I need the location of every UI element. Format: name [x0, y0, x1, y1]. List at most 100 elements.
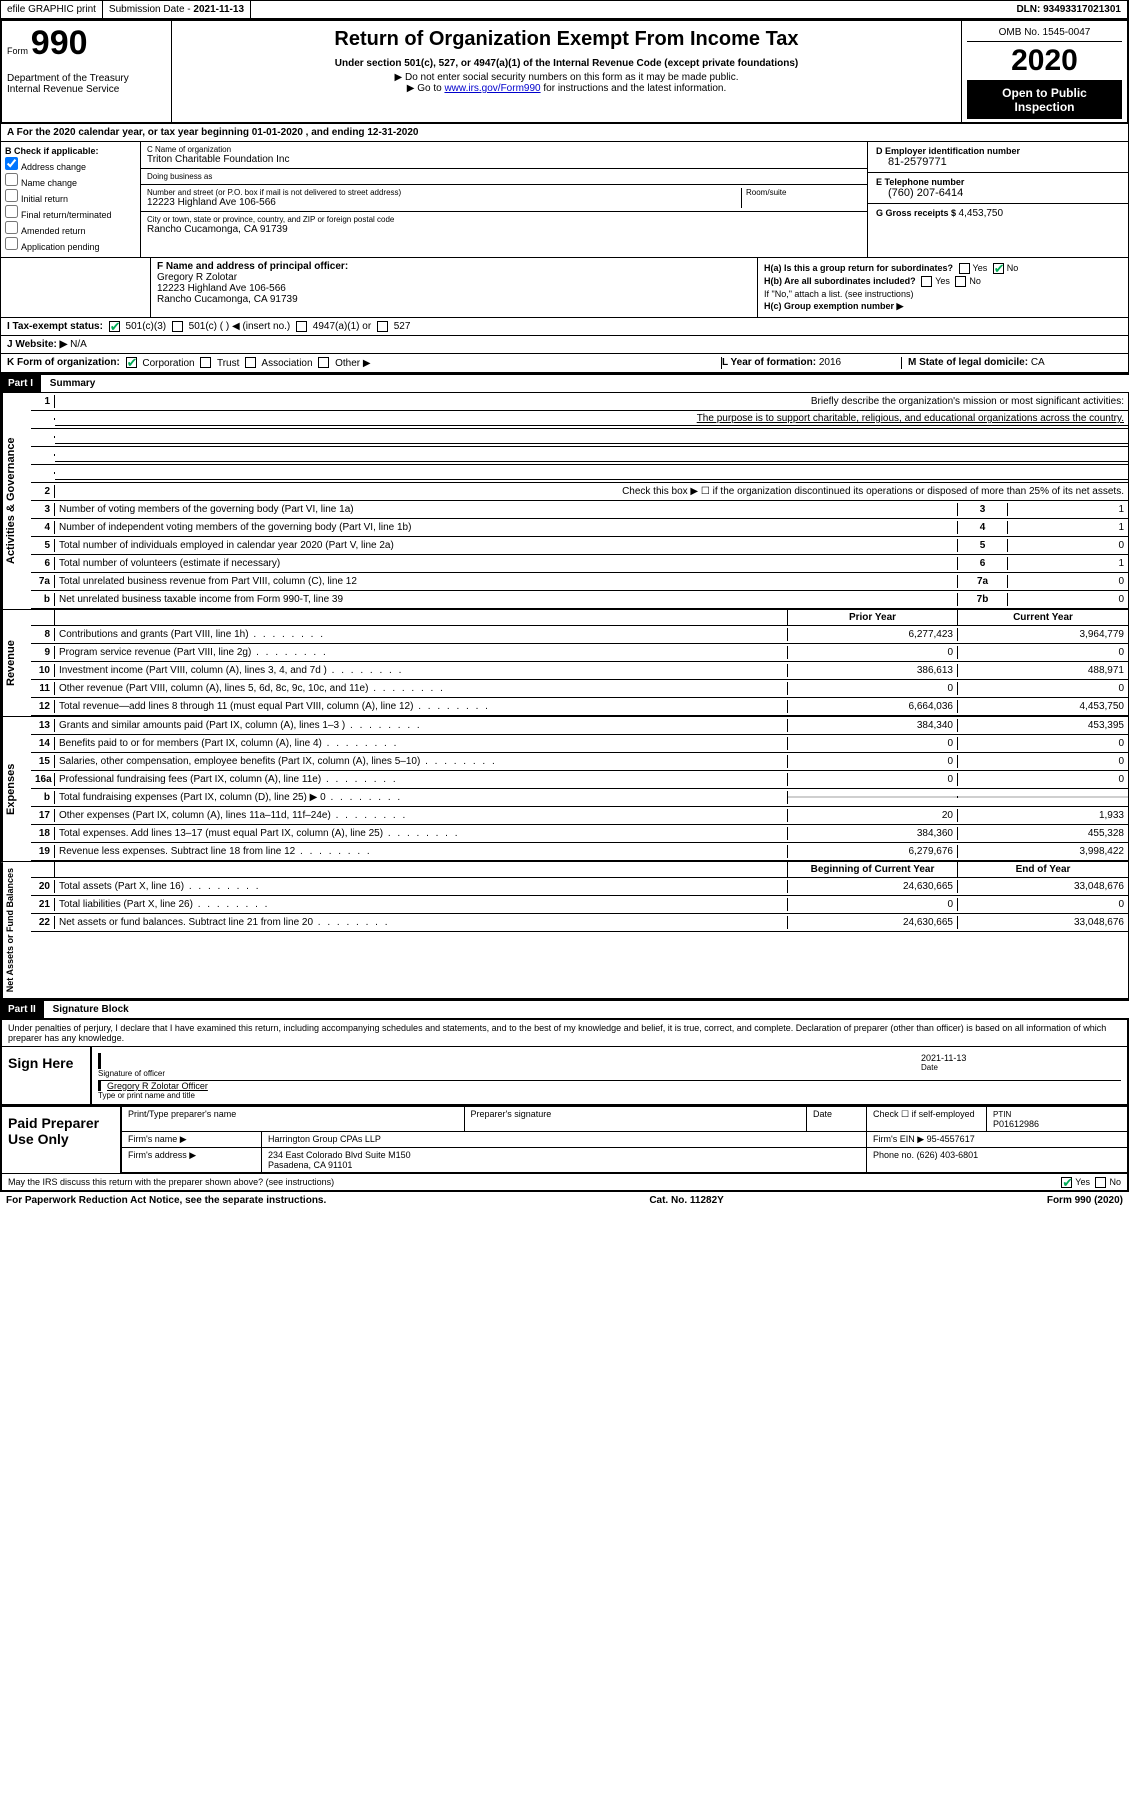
hdr-end-year: End of Year: [958, 862, 1128, 877]
footer-right: Form 990 (2020): [1047, 1195, 1123, 1206]
col-b-label: B Check if applicable:: [5, 146, 136, 156]
officer-addr1: 12223 Highland Ave 106-566: [157, 283, 751, 294]
dba-label: Doing business as: [147, 172, 861, 181]
tax-year: 2020: [967, 42, 1122, 81]
line-16a: 16aProfessional fundraising fees (Part I…: [31, 771, 1128, 789]
side-net: Net Assets or Fund Balances: [1, 862, 31, 998]
line-17: 17Other expenses (Part IX, column (A), l…: [31, 807, 1128, 825]
col-c-identity: C Name of organization Triton Charitable…: [141, 142, 868, 257]
line-15: 15Salaries, other compensation, employee…: [31, 753, 1128, 771]
instructions-link[interactable]: www.irs.gov/Form990: [444, 83, 540, 94]
signature-label: Signature of officer: [98, 1069, 921, 1078]
firm-ein: 95-4557617: [927, 1134, 975, 1144]
line-10: 10Investment income (Part VIII, column (…: [31, 662, 1128, 680]
gross-value: 4,453,750: [959, 208, 1004, 219]
city-value: Rancho Cucamonga, CA 91739: [147, 224, 861, 235]
gov-line-5: Total number of individuals employed in …: [55, 539, 958, 552]
officer-print-name: Gregory R Zolotar Officer: [107, 1081, 208, 1091]
gov-line-4: Number of independent voting members of …: [55, 521, 958, 534]
footer-mid: Cat. No. 11282Y: [649, 1195, 723, 1206]
section-net-assets: Net Assets or Fund Balances Beginning of…: [0, 862, 1129, 999]
tel-label: E Telephone number: [876, 177, 1120, 187]
ptin-value: P01612986: [993, 1119, 1039, 1129]
colb-opt-5[interactable]: Application pending: [5, 237, 136, 252]
rowk-opt-2[interactable]: [245, 357, 256, 368]
form-label: Form: [7, 46, 28, 56]
part-2-header: Part II Signature Block: [0, 999, 1129, 1018]
line-b: bTotal fundraising expenses (Part IX, co…: [31, 789, 1128, 807]
firm-addr1: 234 East Colorado Blvd Suite M150: [268, 1150, 860, 1160]
gross-label: G Gross receipts $: [876, 208, 959, 218]
rowk-opt-0[interactable]: [126, 357, 137, 368]
line-19: 19Revenue less expenses. Subtract line 1…: [31, 843, 1128, 861]
dln-cell: DLN: 93493317021301: [1010, 1, 1128, 18]
gov-line-b: Net unrelated business taxable income fr…: [55, 593, 958, 606]
colb-opt-4[interactable]: Amended return: [5, 221, 136, 236]
gov-line-7a: Total unrelated business revenue from Pa…: [55, 575, 958, 588]
firm-name: Harrington Group CPAs LLP: [262, 1132, 867, 1147]
subtitle-2: ▶ Do not enter social security numbers o…: [177, 72, 956, 83]
line-13: 13Grants and similar amounts paid (Part …: [31, 717, 1128, 735]
signature-block: Under penalties of perjury, I declare th…: [0, 1018, 1129, 1192]
gov-line-6: Total number of volunteers (estimate if …: [55, 557, 958, 570]
colb-opt-2[interactable]: Initial return: [5, 189, 136, 204]
rowi-opt-2[interactable]: [296, 321, 307, 332]
line-21: 21Total liabilities (Part X, line 26)00: [31, 896, 1128, 914]
colb-opt-0[interactable]: Address change: [5, 157, 136, 172]
perjury-statement: Under penalties of perjury, I declare th…: [2, 1020, 1127, 1047]
prep-sig-hdr: Preparer's signature: [465, 1107, 808, 1131]
section-expenses: Expenses 13Grants and similar amounts pa…: [0, 717, 1129, 862]
side-expenses: Expenses: [1, 717, 31, 861]
org-name-label: C Name of organization: [147, 145, 861, 154]
discuss-row: May the IRS discuss this return with the…: [2, 1173, 1127, 1190]
rowi-opt-1[interactable]: [172, 321, 183, 332]
line-11: 11Other revenue (Part VIII, column (A), …: [31, 680, 1128, 698]
rowi-opt-3[interactable]: [377, 321, 388, 332]
side-revenue: Revenue: [1, 610, 31, 716]
rowk-opt-1[interactable]: [200, 357, 211, 368]
row-i-tax-status: I Tax-exempt status: 501(c)(3) 501(c) ( …: [0, 318, 1129, 336]
tel-value: (760) 207-6414: [876, 187, 1120, 199]
omb-number: OMB No. 1545-0047: [967, 24, 1122, 42]
form-header: Form 990 Department of the Treasury Inte…: [0, 19, 1129, 124]
prep-name-hdr: Print/Type preparer's name: [122, 1107, 465, 1131]
line-8: 8Contributions and grants (Part VIII, li…: [31, 626, 1128, 644]
city-label: City or town, state or province, country…: [147, 215, 861, 224]
open-inspection: Open to Public Inspection: [967, 81, 1122, 119]
side-governance: Activities & Governance: [1, 393, 31, 609]
discuss-yes-checkbox[interactable]: [1061, 1177, 1072, 1188]
footer-left: For Paperwork Reduction Act Notice, see …: [6, 1195, 326, 1206]
page-footer: For Paperwork Reduction Act Notice, see …: [0, 1192, 1129, 1209]
hb-no-checkbox[interactable]: [955, 276, 966, 287]
discuss-no-checkbox[interactable]: [1095, 1177, 1106, 1188]
row-j-website: J Website: ▶ N/A: [0, 336, 1129, 354]
sig-date: 2021-11-13: [921, 1053, 1121, 1063]
rowk-opt-3[interactable]: [318, 357, 329, 368]
subtitle-1: Under section 501(c), 527, or 4947(a)(1)…: [177, 58, 956, 69]
colb-opt-1[interactable]: Name change: [5, 173, 136, 188]
col-d-contact: D Employer identification number 81-2579…: [868, 142, 1128, 257]
gov-line-2: Check this box ▶ ☐ if the organization d…: [55, 485, 1128, 498]
gov-line-3: Number of voting members of the governin…: [55, 503, 958, 516]
ein-label: D Employer identification number: [876, 146, 1120, 156]
line-12: 12Total revenue—add lines 8 through 11 (…: [31, 698, 1128, 716]
firm-phone: (626) 403-6801: [917, 1150, 979, 1160]
form-number: 990: [31, 24, 88, 62]
ha-yes-checkbox[interactable]: [959, 263, 970, 274]
col-b-checkboxes: B Check if applicable: Address changeNam…: [1, 142, 141, 257]
submission-cell: Submission Date - 2021-11-13: [103, 1, 251, 18]
room-label: Room/suite: [746, 188, 861, 197]
ha-no-checkbox[interactable]: [993, 263, 1004, 274]
colb-opt-3[interactable]: Final return/terminated: [5, 205, 136, 220]
row-k-org-form: K Form of organization: Corporation Trus…: [0, 354, 1129, 372]
street-label: Number and street (or P.O. box if mail i…: [147, 188, 741, 197]
hb-yes-checkbox[interactable]: [921, 276, 932, 287]
row-h-group: H(a) Is this a group return for subordin…: [758, 258, 1128, 317]
firm-addr2: Pasadena, CA 91101: [268, 1160, 860, 1170]
officer-name: Gregory R Zolotar: [157, 272, 751, 283]
line-20: 20Total assets (Part X, line 16)24,630,6…: [31, 878, 1128, 896]
line-14: 14Benefits paid to or for members (Part …: [31, 735, 1128, 753]
hdr-prior-year: Prior Year: [788, 610, 958, 625]
rowi-opt-0[interactable]: [109, 321, 120, 332]
gov-line-1: Briefly describe the organization's miss…: [55, 395, 1128, 408]
